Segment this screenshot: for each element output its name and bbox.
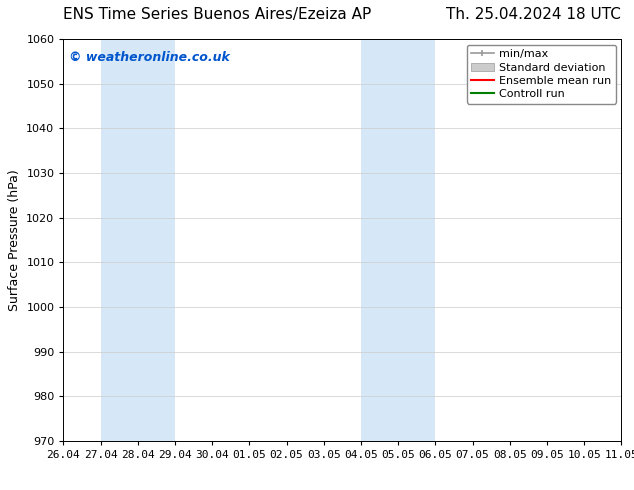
Bar <box>361 39 436 441</box>
Text: ENS Time Series Buenos Aires/Ezeiza AP: ENS Time Series Buenos Aires/Ezeiza AP <box>63 7 372 22</box>
Legend: min/max, Standard deviation, Ensemble mean run, Controll run: min/max, Standard deviation, Ensemble me… <box>467 45 616 104</box>
Y-axis label: Surface Pressure (hPa): Surface Pressure (hPa) <box>8 169 21 311</box>
Bar <box>621 39 634 441</box>
Text: © weatheronline.co.uk: © weatheronline.co.uk <box>69 51 230 64</box>
Text: Th. 25.04.2024 18 UTC: Th. 25.04.2024 18 UTC <box>446 7 621 22</box>
Bar <box>101 39 175 441</box>
